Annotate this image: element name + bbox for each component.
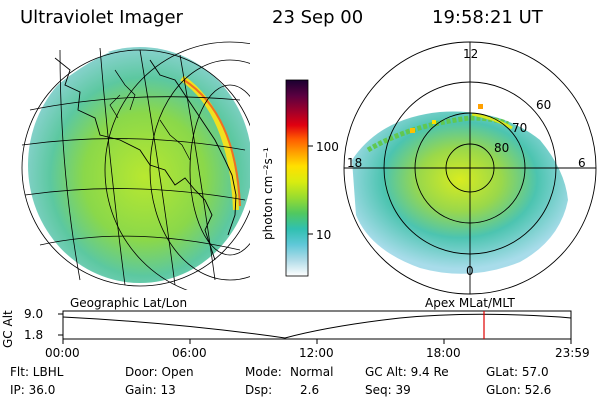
altitude-curve xyxy=(62,313,572,339)
timeline-ylabel: GC Alt xyxy=(1,310,15,348)
date-label: 23 Sep 00 xyxy=(272,7,364,28)
timeline-xtick-1200: 12:00 xyxy=(299,346,334,360)
info-glat: GLat: 57.0 xyxy=(486,365,549,379)
info-dsp-label: Dsp: xyxy=(245,383,273,397)
instrument-title: Ultraviolet Imager xyxy=(20,7,183,28)
info-mode-label: Mode: xyxy=(245,365,282,379)
timeline-ytick-9: 9.0 xyxy=(24,307,44,321)
apex-label: Apex MLat/MLT xyxy=(425,296,515,310)
mlat-mlt-grid xyxy=(343,41,597,295)
mlat-label-80: 80 xyxy=(494,141,510,155)
mlat-label-60: 60 xyxy=(536,98,552,112)
lat-lon-grid xyxy=(21,41,250,290)
colorbar xyxy=(285,79,313,277)
geographic-panel xyxy=(18,41,250,290)
altitude-timeline xyxy=(58,310,572,344)
timeline-xtick-1800: 18:00 xyxy=(426,346,461,360)
coastline xyxy=(54,57,237,261)
info-ip: IP: 36.0 xyxy=(10,383,56,397)
colorbar-unit-label: photon cm⁻²s⁻¹ xyxy=(261,147,275,240)
timeline-xtick-2359: 23:59 xyxy=(555,346,590,360)
earth-limb-left xyxy=(21,49,250,287)
colorbar-tick-100: 100 xyxy=(316,140,339,154)
timeline-xtick-0600: 06:00 xyxy=(172,346,207,360)
mlt-label-6: 6 xyxy=(578,156,586,170)
info-gcalt: GC Alt: 9.4 Re xyxy=(365,365,449,379)
time-label: 19:58:21 UT xyxy=(432,7,543,28)
auroral-image-right xyxy=(352,111,568,274)
info-gain: Gain: 13 xyxy=(125,383,176,397)
info-flt: Flt: LBHL xyxy=(10,365,64,379)
info-seq: Seq: 39 xyxy=(365,383,411,397)
colorbar-tick-10: 10 xyxy=(316,228,332,242)
mlt-label-12: 12 xyxy=(463,47,479,61)
info-dsp-value: 2.6 xyxy=(300,383,320,397)
polar-panel xyxy=(343,41,597,295)
info-glon: GLon: 52.6 xyxy=(486,383,552,397)
info-door: Door: Open xyxy=(125,365,194,379)
mlat-label-70: 70 xyxy=(512,121,528,135)
timeline-xtick-0000: 00:00 xyxy=(45,346,80,360)
timeline-ytick-1-8: 1.8 xyxy=(24,328,44,342)
auroral-image-left xyxy=(28,47,250,283)
mlt-label-0: 0 xyxy=(466,264,474,278)
info-mode-value: Normal xyxy=(290,365,334,379)
mlt-label-18: 18 xyxy=(347,156,363,170)
geographic-label: Geographic Lat/Lon xyxy=(70,296,188,310)
